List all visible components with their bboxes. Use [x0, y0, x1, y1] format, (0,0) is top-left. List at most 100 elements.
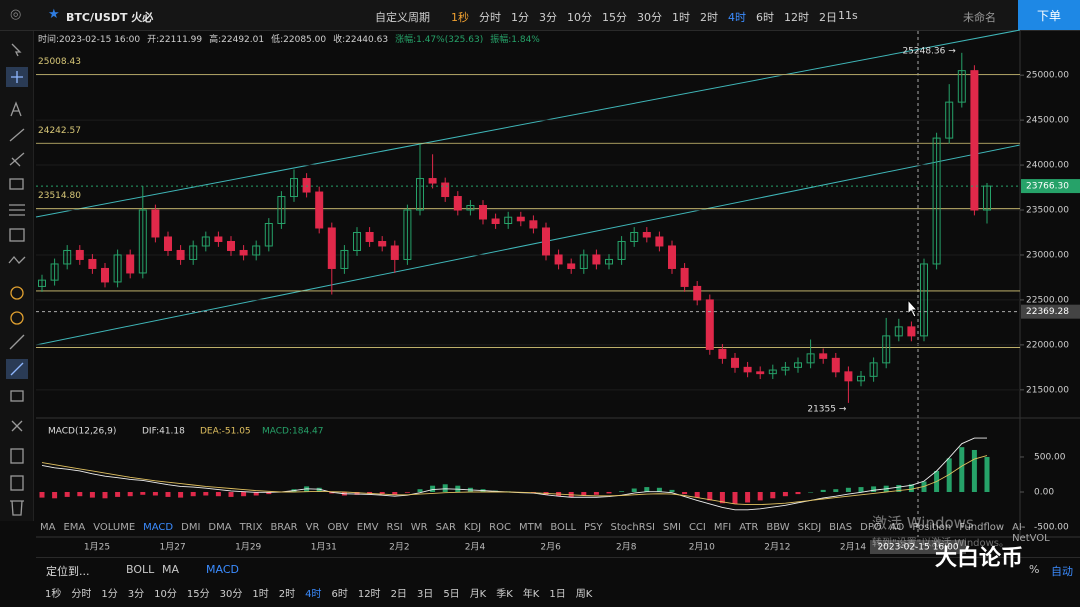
period-button[interactable]: 年K: [522, 589, 540, 600]
period-button[interactable]: 3分: [539, 11, 557, 24]
tree-tool[interactable]: [10, 475, 24, 491]
percent-toggle[interactable]: %: [1029, 563, 1040, 576]
auto-toggle[interactable]: 自动: [1051, 565, 1073, 578]
fib-tool[interactable]: [9, 204, 25, 216]
bottom-tab[interactable]: MACD: [206, 563, 239, 576]
indicator-tab[interactable]: CCI: [688, 522, 706, 533]
indicator-tab[interactable]: TRIX: [239, 522, 263, 533]
period-button[interactable]: 季K: [496, 589, 513, 600]
indicator-tab[interactable]: DPO: [860, 522, 882, 533]
indicator-tab[interactable]: EMV: [356, 522, 379, 533]
period-button[interactable]: 10分: [567, 11, 592, 24]
text-tool[interactable]: [10, 101, 22, 117]
star-icon[interactable]: ★: [48, 7, 60, 22]
period-button[interactable]: 2日: [390, 589, 407, 600]
period-button[interactable]: 30分: [219, 589, 243, 600]
period-button[interactable]: 1时: [672, 11, 690, 24]
candle-body: [441, 182, 450, 198]
indicator-tab[interactable]: SAR: [435, 522, 456, 533]
indicator-tab[interactable]: WR: [410, 522, 428, 533]
period-button[interactable]: 2时: [278, 589, 296, 600]
layout-name[interactable]: 未命名: [963, 11, 996, 24]
indicator-tab[interactable]: ATR: [739, 522, 759, 533]
indicator-tab[interactable]: EMA: [63, 522, 86, 533]
crosshair-tool[interactable]: [11, 71, 23, 83]
shape-tool[interactable]: [9, 178, 24, 190]
magnet-tool[interactable]: [10, 286, 24, 300]
hide-tool[interactable]: [11, 420, 23, 432]
indicator-tab[interactable]: PSY: [584, 522, 603, 533]
symbol[interactable]: BTC/USDT 火必: [66, 11, 154, 24]
period-button[interactable]: 10分: [154, 589, 177, 600]
period-button[interactable]: 12时: [357, 589, 381, 600]
period-button[interactable]: 30分: [637, 11, 662, 24]
period-button[interactable]: 6时: [756, 11, 774, 24]
order-button[interactable]: 下单: [1018, 0, 1080, 30]
candle-body: [252, 245, 261, 256]
period-menu[interactable]: 自定义周期: [375, 11, 430, 24]
candle-body: [75, 249, 84, 260]
period-button[interactable]: 1日: [549, 589, 566, 600]
pen-tool[interactable]: [10, 362, 24, 376]
period-button[interactable]: 1分: [511, 11, 529, 24]
x-tick-label: 2月10: [689, 542, 715, 553]
indicator-tab[interactable]: ROC: [489, 522, 511, 533]
wave-tool[interactable]: [8, 255, 26, 264]
lock-tool[interactable]: [10, 390, 24, 402]
indicator-tab[interactable]: RSI: [386, 522, 403, 533]
indicator-tab[interactable]: BOLL: [550, 522, 577, 533]
period-button[interactable]: 1分: [101, 589, 118, 600]
indicator-tab[interactable]: KDJ: [463, 522, 482, 533]
list-tool[interactable]: [10, 448, 24, 464]
line-tool[interactable]: [9, 128, 25, 142]
indicator-tab[interactable]: Position: [912, 522, 952, 533]
bottom-tab[interactable]: BOLL: [126, 563, 155, 576]
period-button[interactable]: 6时: [331, 589, 348, 600]
indicator-tab[interactable]: OBV: [327, 522, 349, 533]
magnet-tool-2[interactable]: [10, 311, 24, 325]
period-button[interactable]: 3日: [416, 589, 434, 600]
indicator-tab[interactable]: DMA: [208, 522, 232, 533]
indicator-tab[interactable]: MACD: [143, 522, 174, 533]
period-button[interactable]: 5日: [443, 589, 460, 600]
period-button[interactable]: 周K: [575, 589, 593, 600]
indicator-tab[interactable]: VR: [305, 522, 320, 533]
indicator-tab[interactable]: VOLUME: [93, 522, 136, 533]
menu-icon[interactable]: ◎: [10, 7, 22, 22]
period-button[interactable]: 月K: [469, 589, 487, 600]
indicator-tab[interactable]: SMI: [663, 522, 681, 533]
period-button[interactable]: 12时: [784, 11, 809, 24]
measure-tool[interactable]: [9, 228, 25, 242]
period-button[interactable]: 1时: [252, 589, 269, 600]
indicator-tab[interactable]: SKDJ: [797, 522, 822, 533]
delete-tool[interactable]: [10, 500, 24, 516]
indicator-tab[interactable]: StochRSI: [610, 522, 655, 533]
indicator-tab[interactable]: BBW: [766, 522, 790, 533]
locate[interactable]: 定位到...: [46, 565, 90, 578]
indicator-tab[interactable]: MTM: [518, 522, 543, 533]
period-button[interactable]: 4时: [728, 11, 746, 24]
period-button[interactable]: 分时: [479, 11, 501, 24]
period-button[interactable]: 15分: [186, 589, 210, 600]
bottom-tab[interactable]: MA: [162, 563, 180, 576]
period-button[interactable]: 2日: [819, 11, 837, 24]
ruler-tool[interactable]: [9, 334, 25, 350]
indicator-tab[interactable]: AI-NetVOL: [1012, 522, 1050, 544]
indicator-tab[interactable]: BIAS: [829, 522, 853, 533]
period-button[interactable]: 3分: [127, 589, 145, 600]
indicator-tab[interactable]: AO: [889, 522, 905, 533]
indicator-tab[interactable]: DMI: [181, 522, 201, 533]
cursor-tool[interactable]: [11, 43, 22, 57]
period-button[interactable]: 1秒: [451, 11, 469, 24]
ray-tool[interactable]: [9, 152, 25, 167]
period-button[interactable]: 分时: [71, 589, 92, 600]
indicator-tab[interactable]: BRAR: [270, 522, 298, 533]
indicator-tab[interactable]: MA: [40, 522, 56, 533]
period-button[interactable]: 15分: [602, 11, 627, 24]
period-button[interactable]: 1秒: [45, 589, 62, 600]
period-button[interactable]: 4时: [305, 589, 322, 600]
indicator-tab[interactable]: MFI: [713, 522, 732, 533]
period-button[interactable]: 2时: [700, 11, 718, 24]
indicator-tab[interactable]: Fundflow: [959, 522, 1005, 533]
crosshair-time-box: [870, 540, 966, 554]
